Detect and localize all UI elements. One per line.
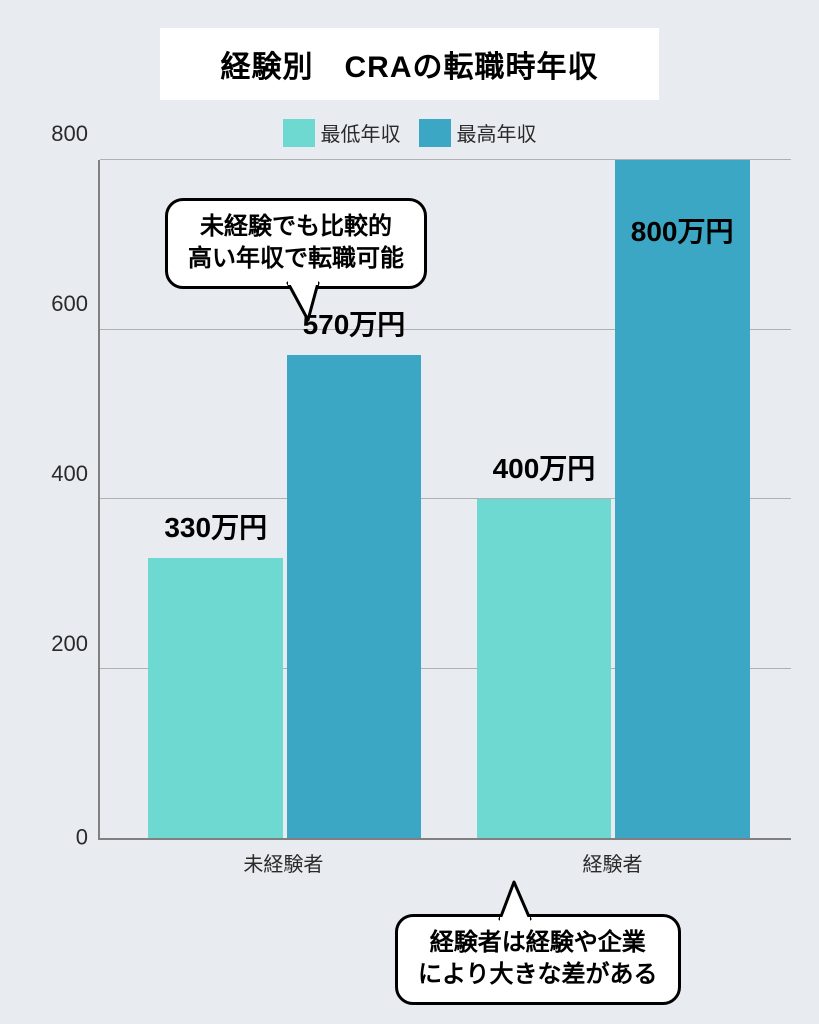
bar: [287, 355, 422, 838]
bar: [615, 160, 750, 838]
bar-value-label: 800万円: [615, 210, 750, 250]
callout-inexperienced-line1: 未経験でも比較的: [200, 213, 392, 240]
callout-inexperienced: 未経験でも比較的 高い年収で転職可能: [165, 198, 427, 289]
callout-experienced: 経験者は経験や企業 により大きな差がある: [395, 914, 681, 1005]
callout-experienced-line2: により大きな差がある: [418, 961, 658, 988]
x-label-experienced: 経験者: [583, 848, 643, 877]
y-tick-label: 200: [51, 631, 88, 657]
legend-swatch-min: [283, 119, 315, 147]
bar: [477, 499, 612, 838]
chart-title: 経験別 CRAの転職時年収: [160, 28, 659, 100]
bar-value-label: 400万円: [477, 447, 612, 487]
y-tick-label: 0: [76, 824, 88, 850]
bar-value-label: 330万円: [148, 506, 283, 546]
y-tick-label: 800: [51, 121, 88, 147]
legend-label-min: 最低年収: [321, 118, 401, 147]
callout-experienced-line1: 経験者は経験や企業: [430, 929, 646, 956]
callout-inexperienced-tail-icon: [282, 280, 326, 324]
bar: [148, 558, 283, 838]
legend-swatch-max: [419, 119, 451, 147]
callout-inexperienced-line2: 高い年収で転職可能: [188, 245, 404, 272]
legend-label-max: 最高年収: [457, 118, 537, 147]
y-tick-label: 400: [51, 461, 88, 487]
legend: 最低年収 最高年収: [0, 118, 819, 147]
legend-item-min: 最低年収: [283, 118, 401, 147]
callout-experienced-tail-icon: [494, 878, 538, 922]
y-tick-label: 600: [51, 291, 88, 317]
x-label-inexperienced: 未経験者: [243, 848, 323, 877]
legend-item-max: 最高年収: [419, 118, 537, 147]
